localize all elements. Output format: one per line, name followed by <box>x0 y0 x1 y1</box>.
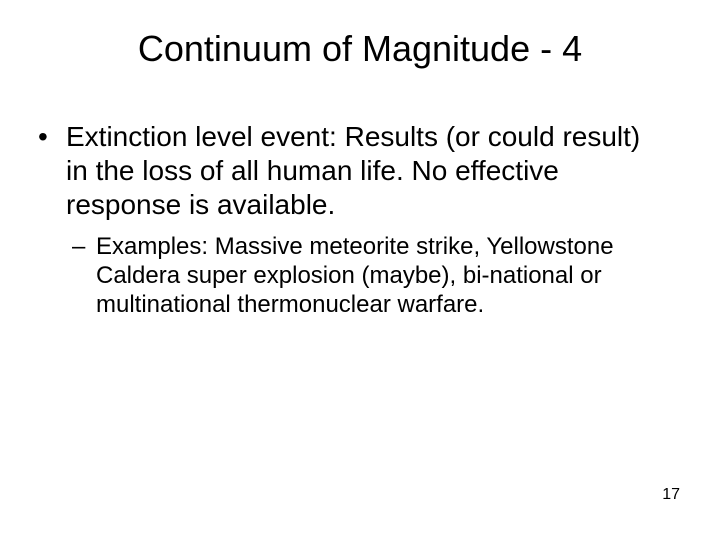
bullet-level-2: – Examples: Massive meteorite strike, Ye… <box>72 232 632 319</box>
bullet-l2-text: Examples: Massive meteorite strike, Yell… <box>96 232 632 319</box>
bullet-l1-text: Extinction level event: Results (or coul… <box>66 120 658 222</box>
slide: Continuum of Magnitude - 4 • Extinction … <box>0 0 720 540</box>
bullet-level-1: • Extinction level event: Results (or co… <box>38 120 658 222</box>
bullet-marker-dash-icon: – <box>72 232 85 261</box>
bullet-marker-dot-icon: • <box>38 120 48 154</box>
page-number: 17 <box>662 486 680 504</box>
slide-title: Continuum of Magnitude - 4 <box>0 28 720 70</box>
